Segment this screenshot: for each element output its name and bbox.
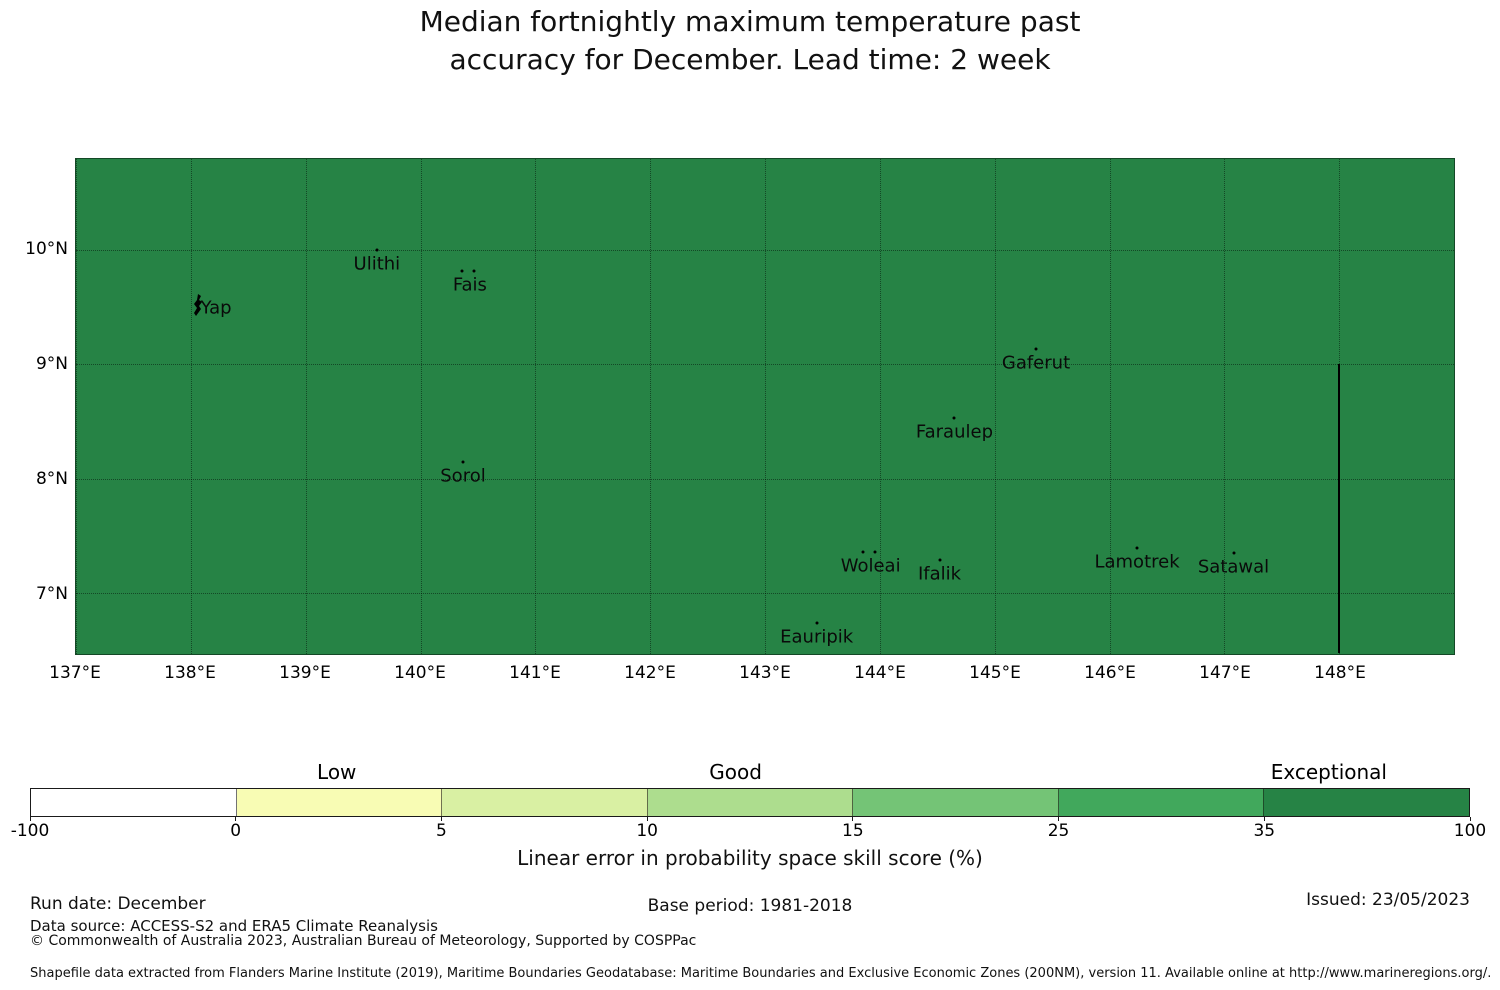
issued-date-text: Issued: 23/05/2023 [1306, 890, 1470, 910]
colorbar-tick-label: 0 [230, 821, 242, 841]
island-label: Lamotrek [1094, 551, 1180, 573]
island-dot [472, 269, 476, 273]
shapefile-attribution-text: Shapefile data extracted from Flanders M… [30, 966, 1492, 981]
colorbar-category-label: Low [317, 760, 357, 784]
colorbar-category-label: Exceptional [1270, 760, 1387, 784]
chart-title-line-1: Median fortnightly maximum temperature p… [419, 5, 1081, 38]
y-axis-tick-label: 7°N [35, 584, 68, 605]
colorbar-tick-mark [646, 817, 648, 821]
colorbar-gradient [30, 788, 1470, 817]
x-axis-tick-label: 145°E [969, 663, 1021, 683]
island-dot [375, 248, 379, 252]
latitude-gridline [76, 593, 1454, 595]
colorbar-segment [442, 789, 648, 816]
colorbar-tick-mark [1263, 817, 1265, 821]
colorbar-tick-mark [440, 817, 442, 821]
colorbar-segment [853, 789, 1059, 816]
x-axis-tick-label: 137°E [49, 663, 101, 683]
colorbar-tick-label: -100 [10, 821, 50, 841]
yap-island-shape [194, 293, 203, 316]
island-dot [952, 416, 956, 420]
colorbar-tick-label: 25 [1047, 821, 1070, 841]
y-axis-tick-label: 10°N [25, 238, 68, 259]
colorbar-segment [1264, 789, 1470, 816]
chart-title-line-2: accuracy for December. Lead time: 2 week [449, 43, 1051, 76]
run-date-text: Run date: December [30, 894, 206, 914]
island-label: Faraulep [915, 421, 994, 443]
island-label: Satawal [1197, 556, 1270, 578]
map-plot-area: Yap Ulithi Fais Sorol Gaferut Faraulep Woleai I… [75, 158, 1455, 655]
y-axis-tick-label: 8°N [35, 468, 68, 489]
colorbar-segment [647, 789, 854, 816]
x-axis-tick-label: 143°E [739, 663, 791, 683]
colorbar-segment [1058, 789, 1265, 816]
y-axis: 10°N 9°N 8°N 7°N [0, 158, 68, 655]
longitude-gridline [76, 159, 77, 654]
colorbar-tick-label: 35 [1253, 821, 1276, 841]
longitude-gridline [305, 159, 307, 654]
latitude-gridline [76, 364, 1454, 366]
island-dot [873, 550, 877, 554]
island-dot [460, 269, 464, 273]
longitude-gridline [420, 159, 422, 654]
colorbar-category-label: Good [709, 760, 762, 784]
x-axis-tick-label: 139°E [279, 663, 331, 683]
colorbar-tick-mark [1469, 817, 1471, 821]
island-dot [938, 558, 942, 562]
island-dot [461, 460, 465, 464]
data-source-text: Data source: ACCESS-S2 and ERA5 Climate … [30, 917, 438, 935]
colorbar: -100 0 5 10 15 25 35 100 Low Good Exceptional [11, 760, 1487, 841]
island-label: Ifalik [917, 563, 962, 585]
x-axis-tick-label: 141°E [509, 663, 561, 683]
maritime-boundary-line [1338, 364, 1341, 653]
island-dot [861, 550, 865, 554]
island-dot [1034, 347, 1038, 351]
x-axis-tick-label: 140°E [394, 663, 446, 683]
y-axis-tick-label: 9°N [35, 353, 68, 374]
longitude-gridline [1224, 159, 1226, 654]
longitude-gridline [535, 159, 537, 654]
longitude-gridline [879, 159, 881, 654]
colorbar-tick-label: 100 [1453, 821, 1487, 841]
island-label: Woleai [840, 555, 901, 577]
island-dot [1135, 546, 1139, 550]
x-axis-tick-label: 144°E [854, 663, 906, 683]
colorbar-tick-mark [1058, 817, 1060, 821]
colorbar-tick-mark [29, 817, 31, 821]
colorbar-tick-mark [852, 817, 854, 821]
island-label: Gaferut [1001, 352, 1071, 374]
colorbar-segment [31, 789, 237, 816]
colorbar-tick-label: 5 [436, 821, 447, 841]
longitude-gridline [1109, 159, 1111, 654]
longitude-gridline [994, 159, 996, 654]
base-period-text: Base period: 1981-2018 [647, 896, 853, 916]
x-axis-tick-label: 148°E [1314, 663, 1366, 683]
colorbar-tick-mark [235, 817, 237, 821]
longitude-gridline [765, 159, 766, 654]
x-axis-tick-label: 138°E [164, 663, 216, 683]
colorbar-segment [236, 789, 443, 816]
island-label: Ulithi [353, 253, 401, 275]
longitude-gridline [650, 159, 652, 654]
copyright-text: © Commonwealth of Australia 2023, Austra… [30, 933, 697, 949]
latitude-gridline [76, 478, 1454, 480]
island-label: Fais [452, 274, 487, 296]
x-axis-tick-label: 147°E [1199, 663, 1251, 683]
colorbar-tick-label: 10 [636, 821, 658, 841]
latitude-gridline [76, 249, 1454, 251]
longitude-gridline [190, 159, 192, 654]
island-label: Yap [200, 297, 232, 319]
x-axis-tick-label: 146°E [1084, 663, 1136, 683]
island-label: Sorol [440, 465, 486, 487]
island-dot [1232, 551, 1236, 555]
colorbar-tick-label: 15 [842, 821, 864, 841]
colorbar-axis-label: Linear error in probability space skill … [517, 846, 983, 870]
island-label: Eauripik [780, 626, 854, 648]
island-dot [815, 621, 819, 625]
x-axis-tick-label: 142°E [624, 663, 676, 683]
x-axis: 137°E 138°E 139°E 140°E 141°E 142°E 143°E 144°E… [49, 663, 1455, 685]
